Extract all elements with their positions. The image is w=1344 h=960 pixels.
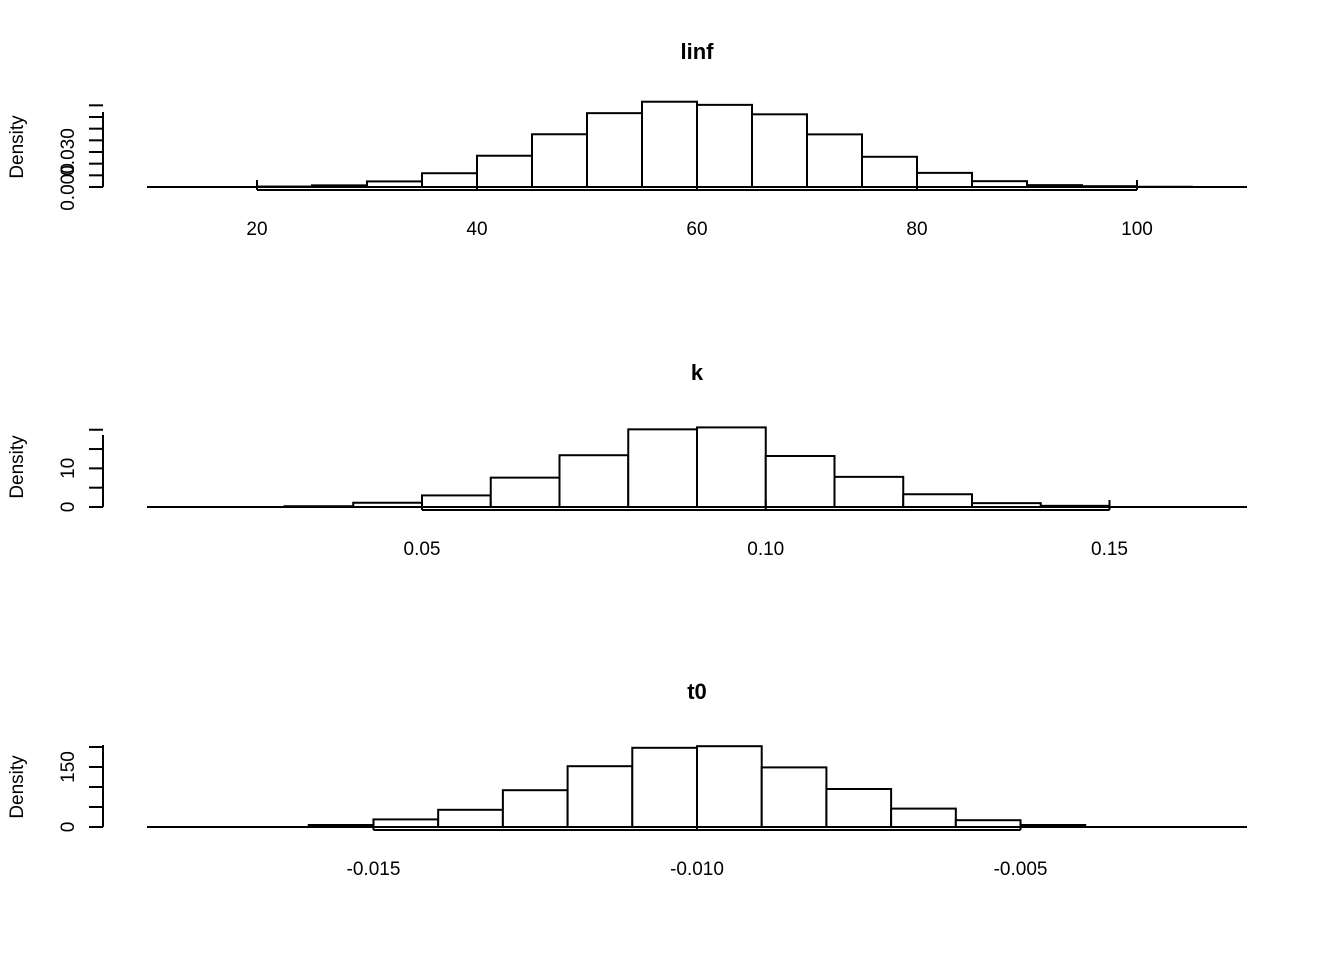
panel-k: k Density 0.05 0.10 0.15 0 10 [7, 360, 1247, 560]
histogram-bar [861, 155, 918, 189]
panel-title: linf [681, 39, 715, 64]
histogram-bar [833, 475, 905, 509]
histogram-bar [558, 454, 630, 508]
panel-title: t0 [687, 679, 707, 704]
histogram-bar [902, 493, 973, 508]
histogram-bar [627, 428, 698, 508]
x-tick-label: 0.10 [747, 539, 784, 560]
y-axis-label: Density [7, 435, 28, 499]
panel-title: k [691, 360, 704, 385]
histogram-bar [421, 494, 492, 508]
histogram-bar [890, 807, 957, 828]
x-tick-label: 0.15 [1091, 539, 1128, 560]
x-tick-label: -0.015 [347, 859, 401, 880]
histogram-bar [696, 745, 763, 829]
histogram-bar [764, 455, 836, 508]
histogram-bar [566, 765, 634, 829]
histogram-bar [806, 133, 863, 188]
panel-t0: t0 Density -0.015 -0.010 -0.005 0 150 [7, 679, 1247, 880]
y-tick-label: 0 [58, 822, 79, 833]
histogram-bar [696, 426, 767, 508]
y-tick-label: 0.000 [58, 163, 79, 211]
histogram-bar [476, 154, 533, 189]
y-tick-label: 10 [58, 458, 79, 479]
histogram-bar [437, 808, 504, 828]
histogram-bar [916, 171, 973, 188]
histogram-bar [760, 766, 828, 829]
y-tick-label: 0 [58, 502, 79, 513]
x-tick-label: 100 [1121, 219, 1153, 240]
x-tick-label: -0.005 [994, 859, 1048, 880]
histogram-bar [372, 818, 440, 829]
histogram-bar [696, 103, 753, 188]
histogram-bar [421, 172, 478, 189]
x-tick-label: 0.05 [404, 539, 441, 560]
histogram-bar [531, 133, 588, 188]
histogram-bar [751, 113, 808, 188]
x-tick-label: 40 [466, 219, 487, 240]
histogram-bar [641, 100, 698, 188]
histogram-bar [825, 788, 893, 828]
histogram-bar [489, 476, 561, 508]
x-tick-label: 80 [906, 219, 927, 240]
histogram-bar [631, 746, 699, 828]
x-tick-label: -0.010 [670, 859, 724, 880]
y-tick-label: 0.030 [58, 128, 79, 176]
x-tick-label: 20 [246, 219, 267, 240]
x-tick-label: 60 [686, 219, 707, 240]
y-tick-label: 150 [58, 751, 79, 783]
histogram-bar [501, 789, 569, 829]
y-axis-label: Density [7, 755, 28, 819]
y-axis-label: Density [7, 115, 28, 179]
histogram-bar [586, 112, 643, 188]
histogram-bar [954, 819, 1022, 829]
